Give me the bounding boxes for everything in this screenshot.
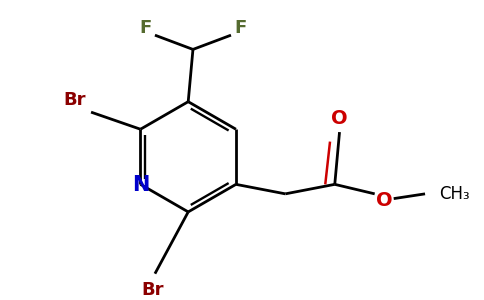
Text: O: O — [331, 109, 348, 128]
Text: Br: Br — [64, 91, 86, 109]
Text: CH₃: CH₃ — [439, 185, 470, 203]
Text: Br: Br — [142, 281, 164, 299]
Text: O: O — [376, 191, 393, 210]
Text: F: F — [234, 19, 247, 37]
Text: N: N — [132, 175, 149, 195]
Text: F: F — [139, 19, 151, 37]
